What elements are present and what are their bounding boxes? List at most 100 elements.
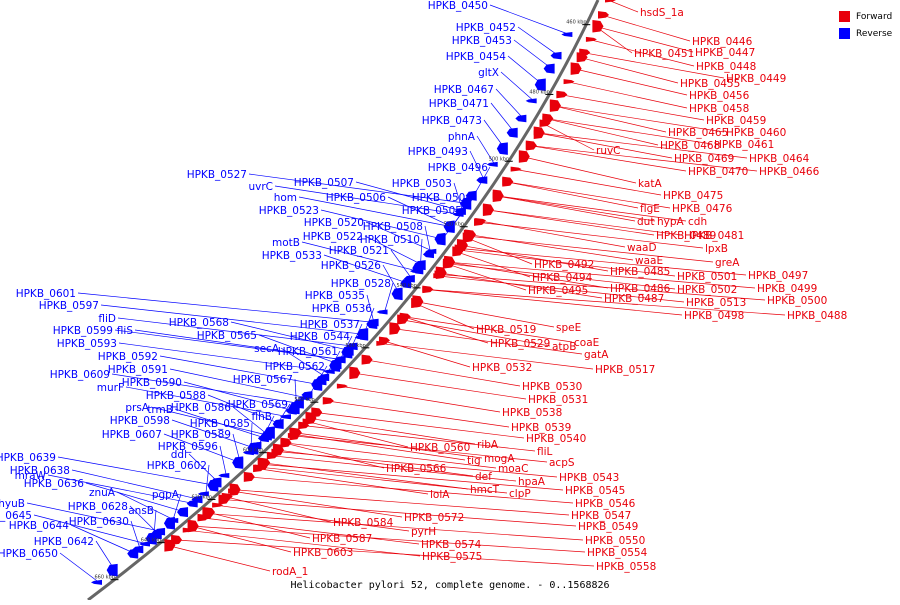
gene-label[interactable]: HPKB_0499	[757, 283, 817, 295]
gene-label[interactable]: HPKB_0531	[528, 394, 588, 406]
gene-label[interactable]: HPKB_0536	[312, 303, 373, 315]
gene-label[interactable]: HPKB_0596	[158, 441, 219, 453]
gene-feature[interactable]	[349, 366, 361, 380]
gene-label[interactable]: HPKB_0519	[476, 324, 536, 336]
gene-label[interactable]: murF	[97, 382, 124, 394]
gene-label[interactable]: HPKB_0587	[312, 533, 372, 545]
gene-feature[interactable]	[207, 479, 219, 492]
gene-feature[interactable]	[434, 232, 446, 246]
gene-label[interactable]: HPKB_0639	[0, 452, 56, 464]
gene-label[interactable]: HPKB_0645	[0, 510, 32, 522]
gene-label[interactable]: hom	[274, 192, 297, 204]
gene-label[interactable]: moaC	[498, 463, 528, 475]
gene-label[interactable]: HPKB_0545	[565, 485, 625, 497]
gene-label[interactable]: HPKB_0485	[610, 266, 670, 278]
gene-label[interactable]: flgE	[640, 203, 660, 215]
gene-label[interactable]: prsA	[125, 402, 149, 414]
gene-label[interactable]: acpS	[549, 457, 575, 469]
gene-label[interactable]: def	[475, 471, 492, 483]
gene-label[interactable]: HPKB_0510	[360, 234, 420, 246]
gene-label[interactable]: HPKB_0521	[329, 245, 389, 257]
gene-feature[interactable]	[127, 548, 139, 559]
gene-label[interactable]: hypA	[657, 216, 685, 228]
gene-label[interactable]: HPKB_0446	[692, 36, 753, 48]
gene-feature[interactable]	[525, 98, 537, 104]
gene-label[interactable]: HPKB_0584	[333, 517, 394, 529]
gene-feature[interactable]	[550, 51, 562, 60]
gene-feature[interactable]	[361, 354, 373, 365]
gene-label[interactable]: HPKB_0513	[686, 297, 746, 309]
gene-label[interactable]: HPKB_0550	[585, 535, 645, 547]
gene-label[interactable]: HPKB_0529	[490, 338, 550, 350]
gene-feature[interactable]	[285, 407, 297, 415]
gene-label[interactable]: HPKB_0500	[767, 295, 827, 307]
gene-label[interactable]: hmcT	[470, 484, 500, 496]
gene-label[interactable]: HPKB_0537	[300, 319, 360, 331]
gene-label[interactable]: HPKB_0503	[392, 178, 452, 190]
gene-label[interactable]: HPKB_0603	[293, 547, 353, 559]
gene-feature[interactable]	[435, 266, 447, 279]
gene-label[interactable]: HPKB_0593	[57, 338, 117, 350]
gene-label[interactable]: HPKB_0532	[472, 362, 532, 374]
gene-feature[interactable]	[598, 11, 610, 19]
gene-label[interactable]: HPKB_0498	[684, 310, 744, 322]
gene-label[interactable]: HPKB_0602	[147, 460, 207, 472]
gene-label[interactable]: HPKB_0506	[326, 192, 387, 204]
gene-label[interactable]: hsdS_1a	[640, 7, 684, 19]
gene-label[interactable]: HPKB_0538	[502, 407, 562, 419]
gene-label[interactable]: znuA	[89, 487, 116, 499]
gene-label[interactable]: HPKB_0599	[53, 325, 113, 337]
gene-label[interactable]: ddl	[171, 449, 187, 461]
gene-label[interactable]: HPKB_0569	[228, 399, 288, 411]
gene-feature[interactable]	[232, 456, 244, 469]
gene-label[interactable]: HPKB_0547	[571, 510, 631, 522]
gene-label[interactable]: HPKB_0528	[331, 278, 391, 290]
gene-label[interactable]: HPKB_0544	[290, 331, 351, 343]
gene-label[interactable]: HPKB_0530	[522, 381, 582, 393]
gene-label[interactable]: HPKB_0449	[726, 73, 786, 85]
gene-label[interactable]: waaD	[627, 242, 657, 254]
gene-label[interactable]: fliL	[537, 446, 553, 458]
gene-feature[interactable]	[191, 495, 203, 504]
gene-label[interactable]: motB	[272, 237, 300, 249]
gene-feature[interactable]	[164, 539, 176, 552]
gene-feature[interactable]	[443, 222, 455, 231]
gene-label[interactable]: flhB	[252, 411, 272, 423]
gene-label[interactable]: HPKB_0609	[50, 369, 110, 381]
gene-feature[interactable]	[549, 99, 561, 112]
gene-label[interactable]: HPKB_0644	[9, 520, 70, 532]
gene-label[interactable]: HPKB_0575	[422, 551, 482, 563]
gene-label[interactable]: uvrC	[248, 181, 273, 193]
gene-label[interactable]: mraW	[15, 470, 47, 482]
gene-label[interactable]: rodA_1	[272, 566, 308, 578]
gene-label[interactable]: HPKB_0504	[412, 192, 473, 204]
gene-label[interactable]: HPKB_0590	[122, 377, 182, 389]
gene-label[interactable]: HPKB_0546	[575, 498, 636, 510]
gene-label[interactable]: HPKB_0507	[294, 177, 354, 189]
gene-label[interactable]: HPKB_0589	[171, 429, 231, 441]
gene-label[interactable]: HPKB_0448	[696, 61, 756, 73]
gene-label[interactable]: HPKB_0585	[190, 418, 250, 430]
gene-feature[interactable]	[412, 295, 424, 308]
gene-feature[interactable]	[400, 278, 412, 289]
gene-label[interactable]: HPKB_0501	[677, 271, 737, 283]
gene-label[interactable]: lpxB	[705, 243, 728, 255]
gene-label[interactable]: HPKB_0497	[748, 270, 808, 282]
gene-feature[interactable]	[253, 464, 265, 473]
gene-feature[interactable]	[90, 579, 102, 585]
gene-feature[interactable]	[502, 176, 514, 187]
gene-label[interactable]: HPKB_0523	[259, 205, 319, 217]
gene-label[interactable]: HPKB_0607	[102, 429, 162, 441]
gene-label[interactable]: HPKB_0588	[146, 390, 206, 402]
gene-label[interactable]: HPKB_0554	[587, 547, 648, 559]
gene-label[interactable]: HPKB_0453	[452, 35, 512, 47]
gene-label[interactable]: HPKB_0458	[689, 103, 749, 115]
gene-label[interactable]: HPKB_0601	[16, 288, 76, 300]
gene-feature[interactable]	[204, 507, 216, 518]
gene-label[interactable]: HPKB_0561	[278, 346, 338, 358]
gene-feature[interactable]	[496, 142, 508, 155]
gene-feature[interactable]	[570, 62, 582, 75]
gene-label[interactable]: HPKB_0636	[24, 478, 85, 490]
gene-label[interactable]: HPKB_0454	[446, 51, 507, 63]
gene-label[interactable]: HPKB_0522	[303, 231, 363, 243]
